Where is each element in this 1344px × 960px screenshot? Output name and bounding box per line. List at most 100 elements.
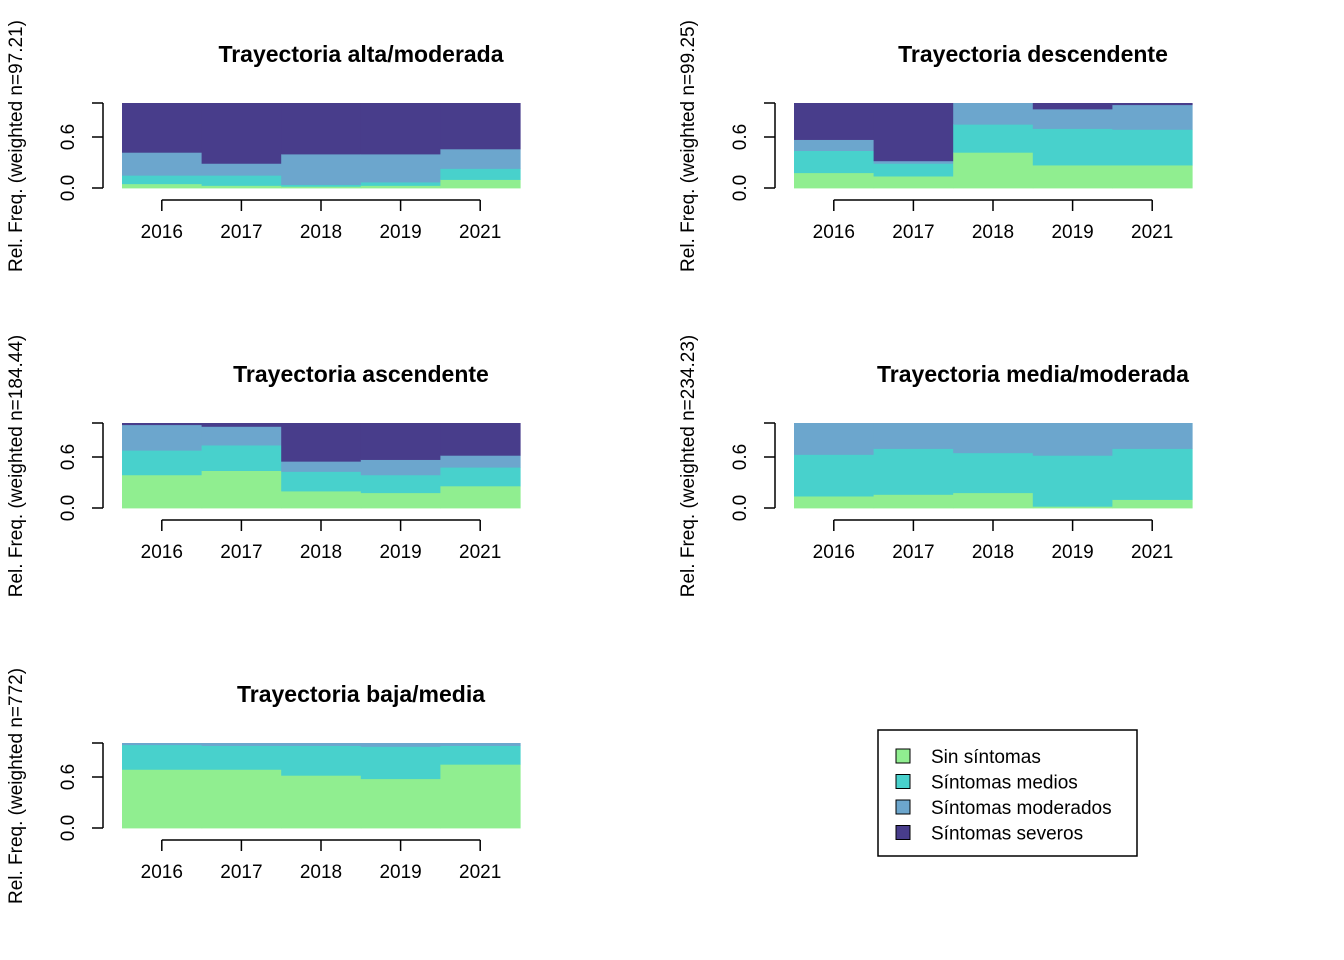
band-2-2016-s4 — [794, 103, 875, 140]
legend-swatch — [895, 825, 911, 840]
band-4-2017-s1 — [873, 494, 954, 509]
y-axis-label: Rel. Freq. (weighted n=97.21) — [6, 20, 27, 272]
band-1-2019-s1 — [360, 185, 441, 189]
y-axis-label: Rel. Freq. (weighted n=772) — [6, 668, 27, 904]
band-4-2021-s1 — [1112, 499, 1193, 509]
band-4-2017-s3 — [873, 423, 954, 449]
x-tick-label: 2021 — [459, 862, 501, 883]
chart-title: Trayectoria descendente — [898, 41, 1168, 67]
band-5-2017-s2 — [201, 745, 282, 770]
band-5-2018-s3 — [281, 743, 362, 746]
band-3-2018-s4 — [281, 423, 362, 462]
band-1-2017-s2 — [201, 175, 282, 186]
band-5-2017-s1 — [201, 769, 282, 829]
x-tick-label: 2018 — [972, 222, 1014, 243]
x-tick-label: 2019 — [1051, 542, 1093, 563]
band-4-2017-s2 — [873, 448, 954, 495]
band-2-2018-s2 — [953, 124, 1034, 153]
band-1-2018-s3 — [281, 154, 362, 185]
x-tick-label: 2016 — [813, 542, 855, 563]
band-2-2016-s3 — [794, 139, 875, 151]
band-2-2016-s1 — [794, 172, 875, 189]
band-2-2016-s2 — [794, 150, 875, 174]
band-3-2017-s4 — [201, 423, 282, 427]
band-3-2019-s2 — [360, 474, 441, 494]
band-4-2018-s3 — [953, 423, 1034, 454]
band-3-2019-s1 — [360, 492, 441, 509]
band-2-2017-s4 — [873, 103, 954, 162]
y-tick-label: 0.0 — [730, 175, 751, 201]
band-2-2021-s1 — [1112, 165, 1193, 189]
band-3-2016-s4 — [122, 423, 203, 426]
x-tick-label: 2016 — [813, 222, 855, 243]
chart-panel-2: Trayectoria descendente 0.0 0.6 Rel. Freq. … — [678, 20, 1193, 272]
x-tick-label: 2021 — [1131, 222, 1173, 243]
band-1-2018-s1 — [281, 186, 362, 189]
band-1-2018-s4 — [281, 103, 362, 155]
band-5-2021-s1 — [440, 764, 521, 829]
band-1-2018-s2 — [281, 184, 362, 187]
y-tick-label: 0.0 — [58, 175, 79, 201]
band-2-2019-s3 — [1032, 108, 1113, 129]
chart-panel-5: Trayectoria baja/media 0.0 0.6 Rel. Freq. (… — [6, 668, 521, 904]
band-1-2017-s3 — [201, 163, 282, 176]
band-5-2021-s2 — [440, 745, 521, 765]
band-1-2016-s4 — [122, 103, 203, 153]
band-2-2021-s2 — [1112, 129, 1193, 166]
y-tick-label: 0.0 — [58, 815, 79, 841]
x-tick-label: 2019 — [379, 862, 421, 883]
y-axis-label: Rel. Freq. (weighted n=234.23) — [678, 335, 699, 597]
x-tick-label: 2018 — [300, 222, 342, 243]
band-1-2019-s2 — [360, 182, 441, 186]
band-3-2021-s2 — [440, 467, 521, 487]
chart-title: Trayectoria baja/media — [237, 681, 485, 707]
band-1-2019-s4 — [360, 103, 441, 155]
x-tick-label: 2017 — [220, 862, 262, 883]
band-2-2021-s4 — [1112, 103, 1193, 106]
x-tick-label: 2019 — [379, 222, 421, 243]
y-tick-label: 0.6 — [58, 764, 79, 790]
x-tick-label: 2019 — [379, 542, 421, 563]
band-1-2021-s4 — [440, 103, 521, 150]
x-tick-label: 2018 — [300, 862, 342, 883]
band-3-2021-s4 — [440, 423, 521, 456]
band-1-2016-s1 — [122, 183, 203, 189]
chart-legend: Sin síntomas Síntomas medios Síntomas mode… — [877, 729, 1138, 857]
chart-panel-4: Trayectoria media/moderada 0.0 0.6 Rel. Fre… — [678, 335, 1193, 597]
y-tick-label: 0.6 — [730, 124, 751, 150]
band-2-2019-s2 — [1032, 128, 1113, 166]
band-5-2018-s1 — [281, 775, 362, 829]
band-4-2019-s2 — [1032, 455, 1113, 507]
legend-swatch — [895, 748, 911, 764]
band-2-2018-s1 — [953, 152, 1034, 189]
band-4-2016-s2 — [794, 454, 875, 497]
band-1-2021-s3 — [440, 148, 521, 169]
legend-label: Síntomas moderados — [931, 798, 1112, 819]
band-3-2019-s4 — [360, 423, 441, 460]
legend-label: Sin síntomas — [931, 747, 1041, 768]
band-3-2017-s3 — [201, 426, 282, 446]
x-tick-label: 2021 — [459, 222, 501, 243]
y-axis-label: Rel. Freq. (weighted n=184.44) — [6, 335, 27, 597]
band-1-2021-s1 — [440, 179, 521, 189]
band-1-2016-s3 — [122, 152, 203, 176]
band-2-2017-s2 — [873, 163, 954, 177]
band-1-2016-s2 — [122, 175, 203, 185]
x-tick-label: 2017 — [220, 222, 262, 243]
band-1-2021-s2 — [440, 168, 521, 180]
band-3-2016-s3 — [122, 424, 203, 451]
band-5-2021-s3 — [440, 743, 521, 746]
legend-label: Síntomas medios — [931, 773, 1078, 794]
band-3-2017-s2 — [201, 445, 282, 471]
x-tick-label: 2016 — [141, 222, 183, 243]
x-tick-label: 2017 — [220, 542, 262, 563]
band-2-2019-s4 — [1032, 103, 1113, 110]
x-tick-label: 2019 — [1051, 222, 1093, 243]
chart-title: Trayectoria media/moderada — [877, 361, 1189, 387]
band-2-2019-s1 — [1032, 165, 1113, 189]
band-2-2017-s1 — [873, 176, 954, 189]
band-4-2018-s1 — [953, 492, 1034, 509]
band-5-2018-s2 — [281, 745, 362, 776]
band-5-2019-s3 — [360, 743, 441, 747]
band-4-2019-s3 — [1032, 423, 1113, 456]
